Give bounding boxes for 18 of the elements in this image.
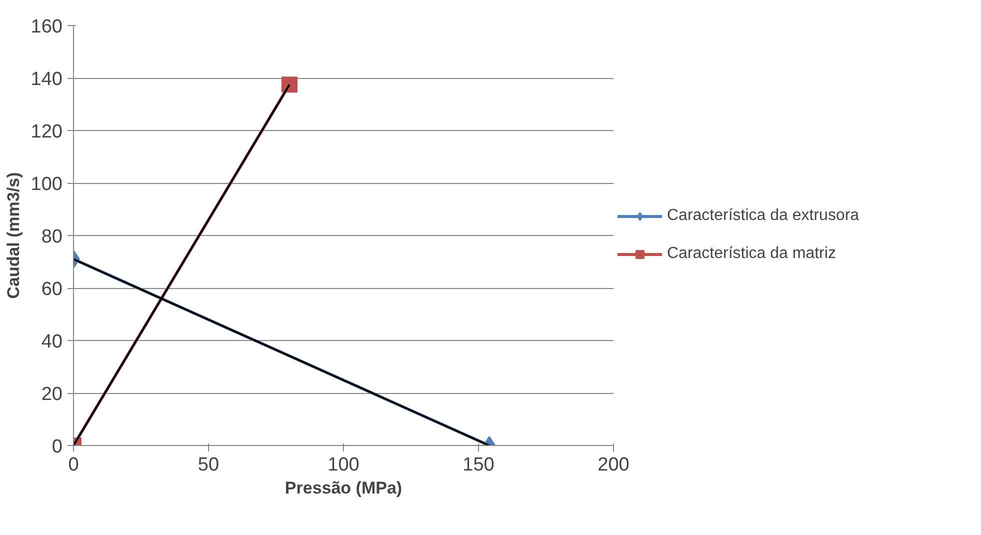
- y-tick-label: 140: [30, 69, 62, 90]
- y-tick-label: 20: [41, 384, 63, 405]
- x-tick-label: 0: [68, 454, 79, 476]
- legend-label: Característica da matriz: [667, 245, 836, 263]
- y-tick-label: 40: [41, 332, 63, 352]
- y-tick-label: 160: [30, 16, 62, 38]
- legend-label: Característica da extrusora: [667, 207, 860, 225]
- x-axis-title: Pressão (MPa): [284, 478, 402, 498]
- x-tick-label: 200: [598, 454, 630, 476]
- y-tick-label: 60: [41, 279, 63, 300]
- x-tick-label: 150: [462, 454, 494, 476]
- y-axis-title: Caudal (mm3/s): [4, 172, 23, 299]
- y-tick-label: 80: [41, 226, 63, 248]
- x-tick-label: 50: [198, 454, 220, 476]
- y-tick-label: 0: [52, 436, 63, 458]
- y-tick-label: 100: [30, 174, 62, 195]
- y-tick-label: 120: [30, 122, 62, 142]
- x-tick-label: 100: [328, 454, 360, 476]
